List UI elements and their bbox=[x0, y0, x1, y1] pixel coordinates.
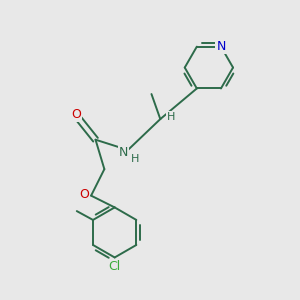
Text: N: N bbox=[216, 40, 226, 53]
Text: O: O bbox=[79, 188, 89, 201]
Text: H: H bbox=[131, 154, 140, 164]
Text: Cl: Cl bbox=[109, 260, 121, 273]
Text: H: H bbox=[167, 112, 176, 122]
Text: O: O bbox=[71, 108, 81, 121]
Text: N: N bbox=[119, 146, 128, 159]
